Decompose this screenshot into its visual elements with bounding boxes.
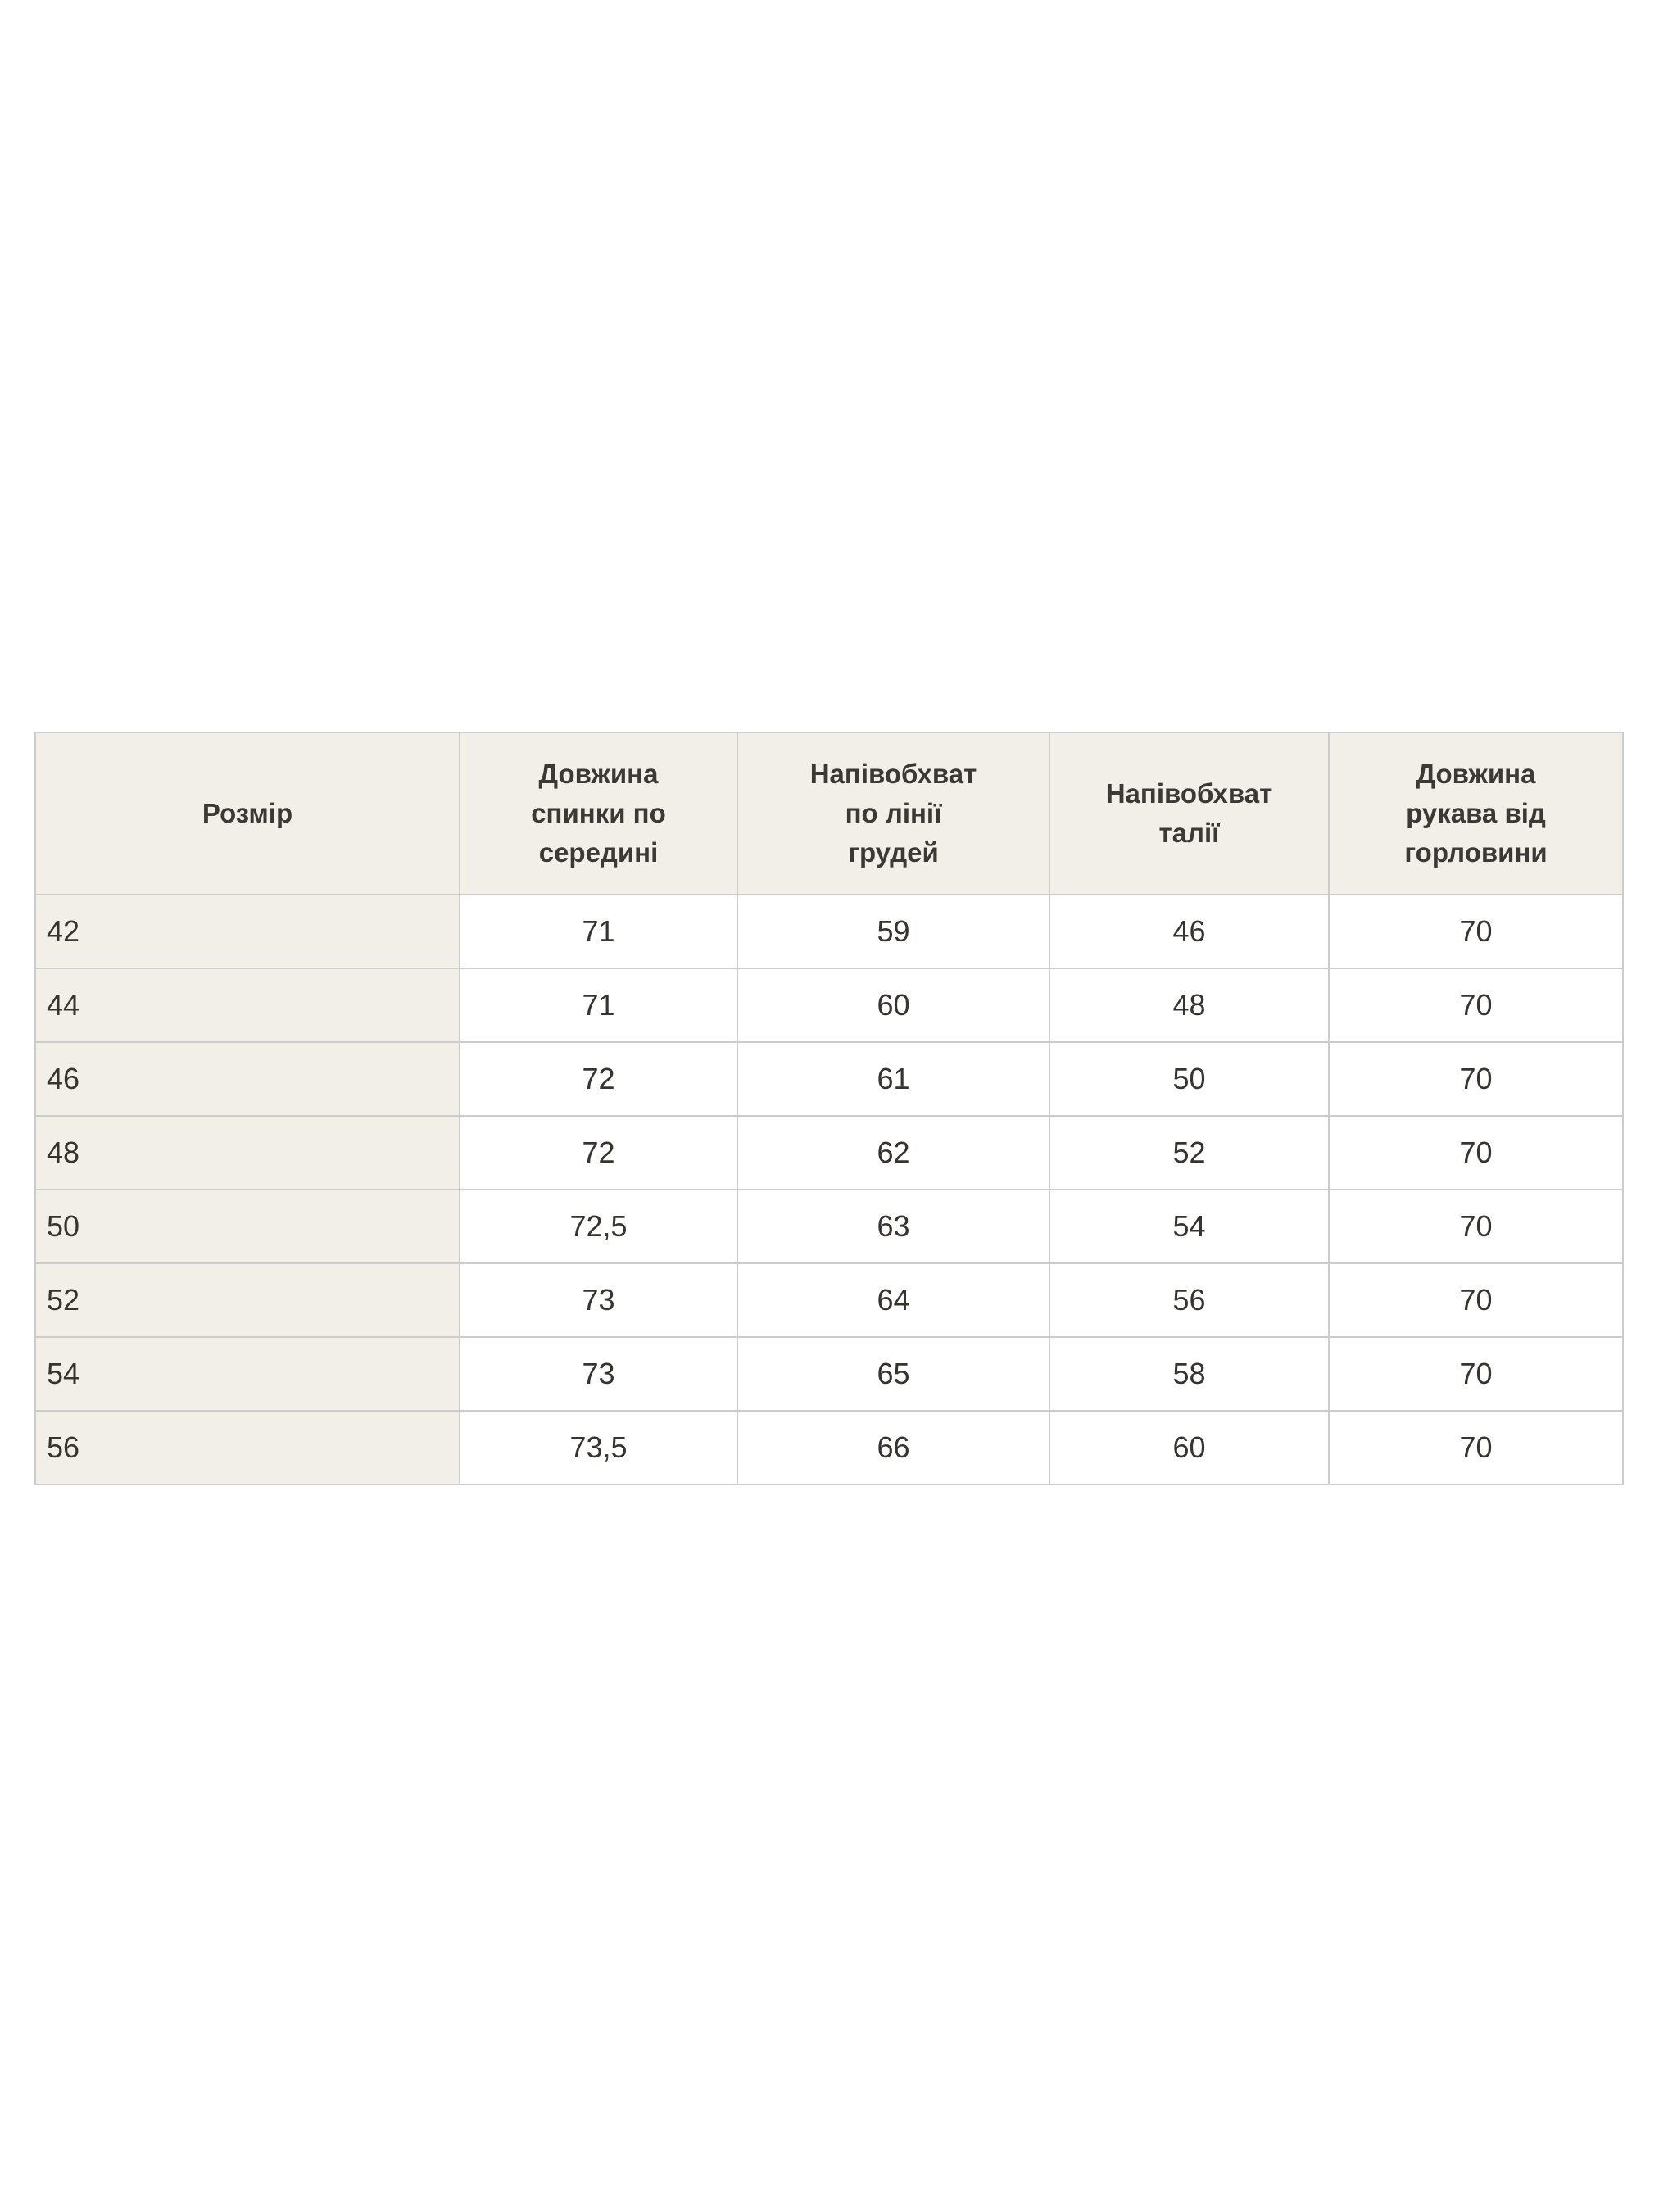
waist-half-cell: 46 (1049, 894, 1330, 969)
waist-half-cell: 54 (1049, 1189, 1330, 1264)
size-cell: 42 (34, 894, 460, 969)
back-length-cell: 73,5 (459, 1410, 738, 1485)
chest-half-cell: 64 (737, 1262, 1050, 1338)
waist-half-cell: 50 (1049, 1041, 1330, 1117)
table-row-size-48: 48 72 62 52 70 (34, 1115, 1624, 1190)
waist-half-cell: 60 (1049, 1410, 1330, 1485)
sleeve-length-cell: 70 (1328, 1262, 1624, 1338)
table-row-size-54: 54 73 65 58 70 (34, 1336, 1624, 1412)
header-row: Розмір Довжина спинки по середині Напіво… (34, 732, 1624, 895)
chest-half-cell: 66 (737, 1410, 1050, 1485)
size-chart-table: Розмір Довжина спинки по середині Напіво… (34, 732, 1624, 1485)
chest-half-cell: 61 (737, 1041, 1050, 1117)
column-header-chest-half-label: Напівобхват по лінії грудей (809, 759, 977, 868)
column-header-sleeve-length-label: Довжина рукава від горловини (1404, 759, 1548, 868)
column-header-sleeve-length: Довжина рукава від горловини (1328, 732, 1624, 895)
table-row-size-44: 44 71 60 48 70 (34, 968, 1624, 1043)
back-length-cell: 73 (459, 1336, 738, 1412)
waist-half-cell: 58 (1049, 1336, 1330, 1412)
column-header-waist-half-label: Напівобхват талії (1105, 778, 1273, 848)
size-cell: 46 (34, 1041, 460, 1117)
waist-half-cell: 48 (1049, 968, 1330, 1043)
table-row-size-42: 42 71 59 46 70 (34, 894, 1624, 969)
size-cell: 54 (34, 1336, 460, 1412)
size-cell: 48 (34, 1115, 460, 1190)
sleeve-length-cell: 70 (1328, 1115, 1624, 1190)
chest-half-cell: 65 (737, 1336, 1050, 1412)
table-row-size-50: 50 72,5 63 54 70 (34, 1189, 1624, 1264)
sleeve-length-cell: 70 (1328, 894, 1624, 969)
size-cell: 52 (34, 1262, 460, 1338)
size-cell: 50 (34, 1189, 460, 1264)
column-header-chest-half: Напівобхват по лінії грудей (737, 732, 1050, 895)
size-cell: 56 (34, 1410, 460, 1485)
column-header-back-length: Довжина спинки по середині (459, 732, 738, 895)
chest-half-cell: 62 (737, 1115, 1050, 1190)
waist-half-cell: 56 (1049, 1262, 1330, 1338)
column-header-waist-half: Напівобхват талії (1049, 732, 1330, 895)
column-header-size: Розмір (34, 732, 460, 895)
table-row-size-56: 56 73,5 66 60 70 (34, 1410, 1624, 1485)
sleeve-length-cell: 70 (1328, 1041, 1624, 1117)
table-row-size-46: 46 72 61 50 70 (34, 1041, 1624, 1117)
table-row-size-52: 52 73 64 56 70 (34, 1262, 1624, 1338)
back-length-cell: 72 (459, 1115, 738, 1190)
sleeve-length-cell: 70 (1328, 1189, 1624, 1264)
sleeve-length-cell: 70 (1328, 968, 1624, 1043)
column-header-back-length-label: Довжина спинки по середині (531, 759, 666, 868)
back-length-cell: 71 (459, 968, 738, 1043)
sleeve-length-cell: 70 (1328, 1336, 1624, 1412)
waist-half-cell: 52 (1049, 1115, 1330, 1190)
chest-half-cell: 59 (737, 894, 1050, 969)
chest-half-cell: 63 (737, 1189, 1050, 1264)
back-length-cell: 72,5 (459, 1189, 738, 1264)
back-length-cell: 72 (459, 1041, 738, 1117)
column-header-size-label: Розмір (202, 798, 293, 829)
chest-half-cell: 60 (737, 968, 1050, 1043)
sleeve-length-cell: 70 (1328, 1410, 1624, 1485)
back-length-cell: 73 (459, 1262, 738, 1338)
back-length-cell: 71 (459, 894, 738, 969)
size-cell: 44 (34, 968, 460, 1043)
